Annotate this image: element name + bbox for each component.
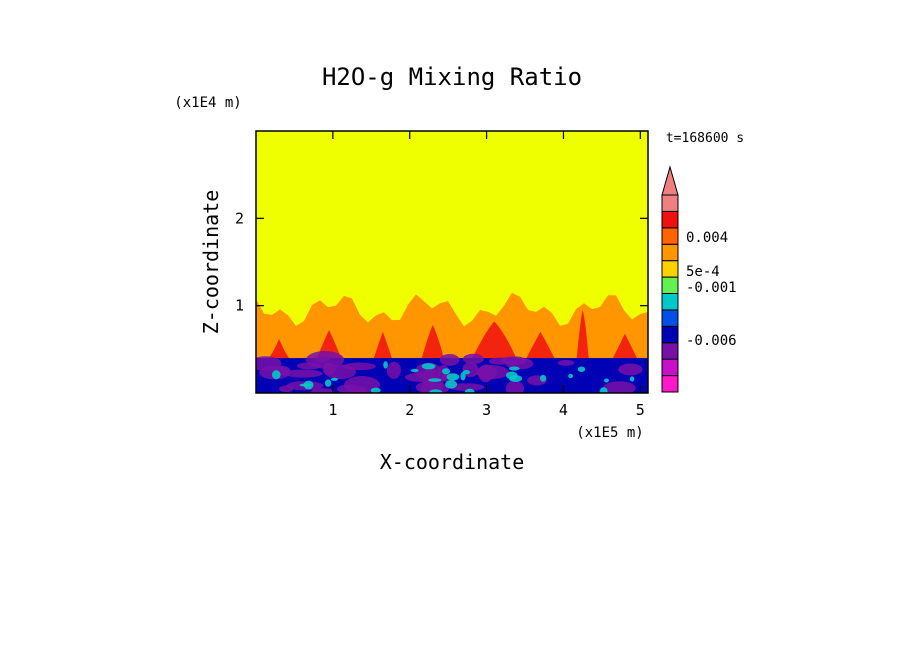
field-patch bbox=[478, 364, 493, 383]
field-patch bbox=[314, 356, 330, 363]
field-patch bbox=[505, 380, 525, 393]
colorbar-swatch bbox=[661, 375, 679, 393]
field-patch bbox=[330, 377, 339, 381]
colorbar-tick-label: 0.004 bbox=[686, 230, 728, 246]
field-patch bbox=[629, 376, 635, 382]
field-patch bbox=[279, 385, 294, 393]
colorbar-swatch bbox=[661, 358, 679, 377]
field-patch bbox=[439, 353, 460, 366]
x-tick-label: 4 bbox=[559, 401, 568, 419]
field-orange-layer bbox=[256, 292, 648, 361]
x-scale-label: (x1E5 m) bbox=[576, 425, 643, 441]
heatmap-field bbox=[256, 131, 648, 393]
y-tick-label: 2 bbox=[235, 209, 244, 227]
y-scale-label: (x1E4 m) bbox=[174, 95, 241, 111]
field-patch bbox=[604, 378, 609, 383]
colorbar-swatch bbox=[661, 243, 679, 262]
x-tick-label: 1 bbox=[328, 401, 337, 419]
field-patch bbox=[602, 381, 636, 393]
field-patch bbox=[539, 374, 547, 382]
colorbar-extend-arrow bbox=[661, 165, 679, 196]
colorbar-swatch bbox=[661, 342, 679, 360]
field-patch bbox=[354, 386, 367, 393]
field-patch bbox=[324, 379, 332, 387]
field-plume bbox=[373, 331, 392, 359]
field-patch bbox=[303, 380, 314, 390]
colorbar-tick-label: 5e-4 bbox=[686, 264, 720, 280]
x-tick-label: 5 bbox=[636, 401, 645, 419]
field-plume bbox=[472, 321, 517, 359]
field-plume bbox=[526, 331, 555, 359]
field-patch bbox=[442, 368, 451, 375]
x-tick-label: 2 bbox=[405, 401, 414, 419]
field-patch bbox=[322, 362, 336, 376]
field-patch bbox=[505, 371, 518, 380]
field-patch bbox=[464, 388, 475, 393]
field-patch bbox=[445, 380, 458, 389]
field-patch bbox=[421, 363, 436, 370]
field-patch bbox=[446, 373, 460, 381]
field-patch bbox=[410, 368, 419, 373]
colorbar-swatch bbox=[661, 325, 679, 344]
colorbar-swatch bbox=[661, 276, 679, 295]
field-patch bbox=[599, 387, 608, 393]
time-label: t=168600 s bbox=[666, 131, 744, 146]
x-axis: 1 2 3 4 5 bbox=[328, 131, 645, 419]
colorbar-swatch bbox=[661, 309, 679, 327]
field-patch bbox=[462, 353, 484, 365]
field-patch bbox=[383, 361, 388, 369]
field-patch bbox=[448, 383, 485, 391]
field-plume bbox=[576, 310, 589, 359]
field-patch bbox=[577, 366, 586, 372]
x-tick-label: 3 bbox=[482, 401, 491, 419]
field-patch bbox=[297, 362, 322, 370]
colorbar-swatch bbox=[661, 210, 679, 229]
field-patch bbox=[557, 359, 575, 366]
field-plume bbox=[612, 333, 637, 359]
colorbar-tick-label: -0.001 bbox=[686, 280, 737, 296]
field-patch bbox=[428, 378, 442, 382]
field-patch bbox=[283, 369, 323, 378]
colorbar-tick-label: -0.006 bbox=[686, 333, 737, 349]
y-axis: 12 bbox=[235, 209, 648, 315]
colorbar-swatch bbox=[661, 194, 679, 212]
colorbar-swatch bbox=[661, 227, 679, 245]
field-patch bbox=[488, 357, 513, 365]
x-axis-label: X-coordinate bbox=[380, 450, 525, 474]
field-patch bbox=[462, 369, 471, 375]
chart-title: H2O-g Mixing Ratio bbox=[322, 63, 582, 91]
field-patch bbox=[618, 363, 643, 376]
colorbar-swatch bbox=[661, 260, 679, 278]
field-patch bbox=[460, 372, 466, 381]
field-patch bbox=[343, 376, 380, 393]
y-axis-label: Z-coordinate bbox=[199, 190, 223, 335]
field-patch bbox=[386, 361, 401, 379]
field-patch bbox=[505, 357, 534, 370]
field-patch bbox=[271, 370, 281, 380]
field-patch bbox=[568, 373, 574, 379]
colorbar: 0.004 5e-4-0.001 -0.006 bbox=[661, 165, 737, 393]
y-tick-label: 1 bbox=[235, 297, 244, 315]
field-patch bbox=[429, 389, 443, 393]
field-patch bbox=[370, 387, 381, 393]
field-patch bbox=[508, 366, 520, 371]
plot-frame bbox=[255, 130, 649, 394]
colorbar-swatch bbox=[661, 293, 679, 311]
field-plume bbox=[421, 324, 444, 359]
field-plume bbox=[269, 338, 290, 359]
